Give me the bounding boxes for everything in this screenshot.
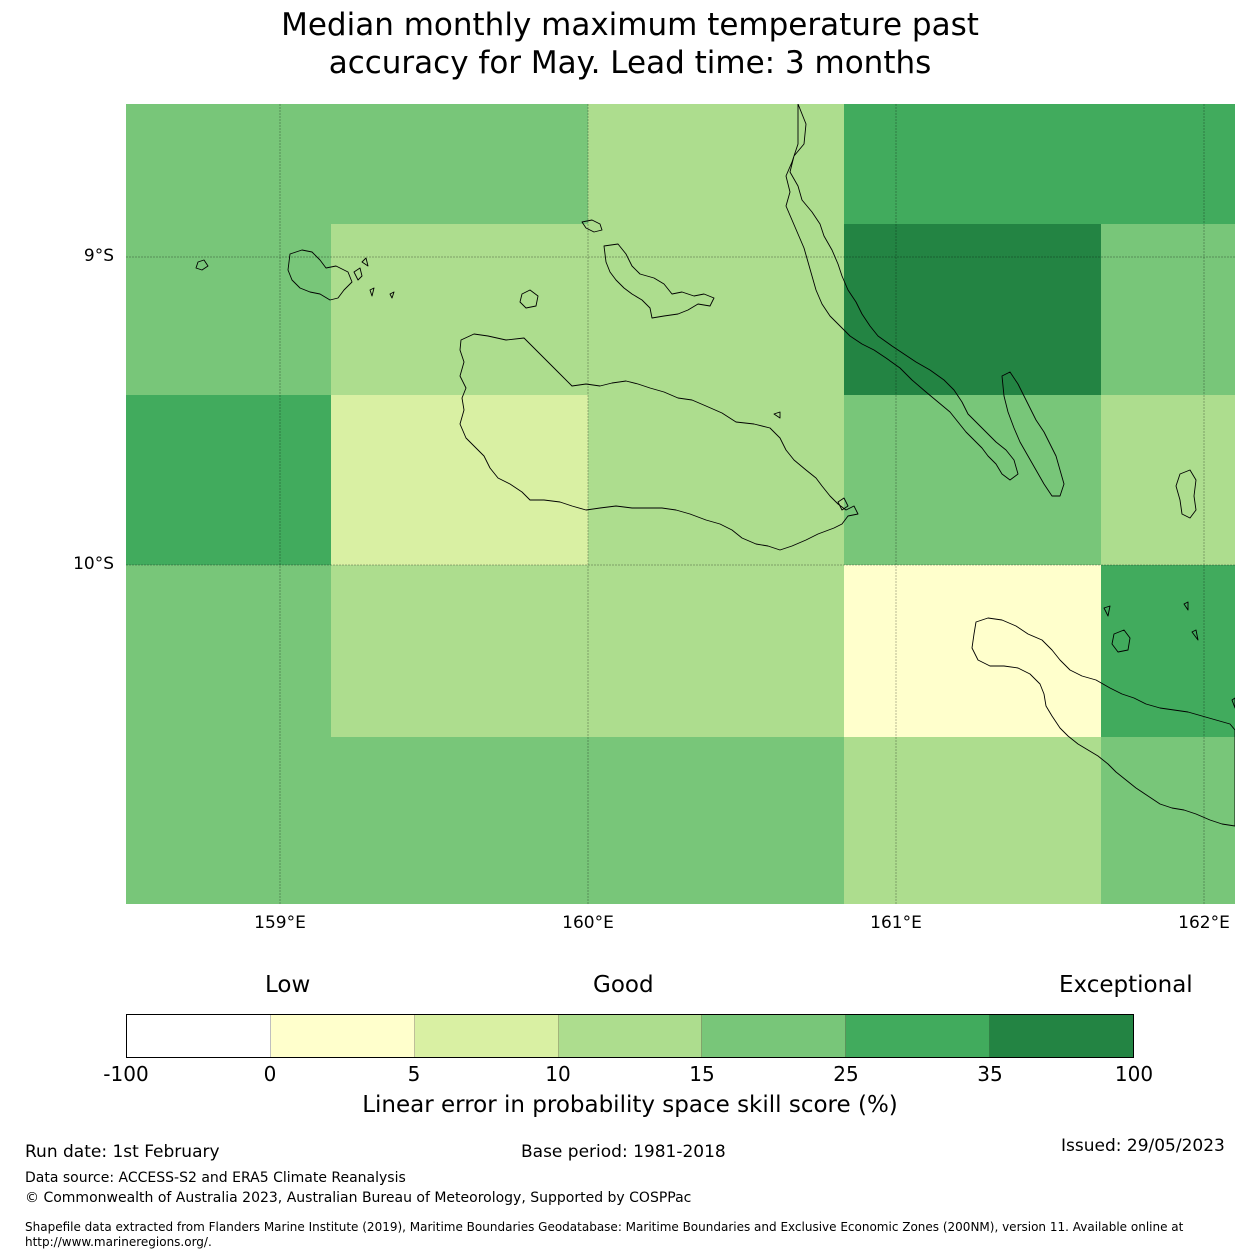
grid-cell xyxy=(844,395,1101,565)
colorbar-label-exceptional: Exceptional xyxy=(1059,972,1193,998)
lon-label-159e: 159°E xyxy=(254,913,306,933)
colorbar-tick-5: 15 xyxy=(689,1062,715,1086)
grid-cell xyxy=(331,395,588,565)
colorbar-segment-2 xyxy=(270,1015,415,1057)
grid-cell xyxy=(1101,395,1235,565)
coastlines xyxy=(195,104,1235,827)
grid-cell xyxy=(126,224,331,395)
colorbar-segment-5 xyxy=(702,1015,847,1057)
coast-makira-island xyxy=(971,617,1235,827)
grid-cell xyxy=(588,737,844,904)
grid-cell xyxy=(588,104,844,224)
grid-cell xyxy=(331,104,588,224)
grid-cell xyxy=(331,737,588,904)
grid-cell xyxy=(1101,104,1235,224)
colorbar-tick-2: 0 xyxy=(263,1062,277,1086)
grid-cells xyxy=(126,104,1235,904)
coast-ulawa-island xyxy=(1175,469,1197,519)
grid-cell xyxy=(588,395,844,565)
run-date: Run date: 1st February xyxy=(25,1142,220,1162)
coast-malaita-west xyxy=(785,104,1019,481)
grid-cell xyxy=(126,737,331,904)
coast-florida-north xyxy=(581,219,603,233)
data-source: Data source: ACCESS-S2 and ERA5 Climate … xyxy=(25,1170,406,1186)
lat-label-10s: 10°S xyxy=(73,554,114,574)
colorbar-segment-7 xyxy=(990,1015,1134,1057)
grid-cell xyxy=(588,224,844,395)
grid-cell xyxy=(331,224,588,395)
grid-cell xyxy=(844,565,1101,737)
coast-small-malaita xyxy=(1001,371,1065,497)
shapefile-credit: Shapefile data extracted from Flanders M… xyxy=(25,1220,1184,1249)
skill-map-svg xyxy=(126,104,1235,904)
colorbar-label-good: Good xyxy=(593,972,654,998)
colorbar-segment-3 xyxy=(414,1015,559,1057)
colorbar-tick-8: 100 xyxy=(1114,1062,1154,1086)
colorbar-tick-7: 35 xyxy=(977,1062,1003,1086)
coast-mborokua-island xyxy=(195,259,209,271)
grid-cell xyxy=(1101,737,1235,904)
copyright-notice: © Commonwealth of Australia 2023, Austra… xyxy=(25,1190,692,1206)
colorbar-segment-1 xyxy=(127,1015,271,1057)
base-period: Base period: 1981-2018 xyxy=(521,1142,726,1162)
grid-cell xyxy=(126,395,331,565)
colorbar-label-low: Low xyxy=(265,972,311,998)
colorbar-tick-1: -100 xyxy=(103,1062,149,1086)
colorbar-tick-3: 5 xyxy=(407,1062,421,1086)
coast-three-sisters xyxy=(1103,601,1199,641)
colorbar-segment-6 xyxy=(846,1015,991,1057)
grid-cell xyxy=(1101,224,1235,395)
coast-marau-tip xyxy=(773,411,849,511)
grid-cell xyxy=(844,224,1101,395)
colorbar-tick-6: 25 xyxy=(833,1062,859,1086)
colorbar xyxy=(126,1014,1134,1058)
skill-map xyxy=(126,104,1235,904)
colorbar-segment-4 xyxy=(558,1015,703,1057)
grid-cell xyxy=(844,104,1101,224)
grid-cell xyxy=(588,565,844,737)
title-line-1: Median monthly maximum temperature past xyxy=(281,7,979,43)
coast-guadalcanal xyxy=(459,333,859,551)
coast-ugi-island xyxy=(1111,629,1131,653)
colorbar-title: Linear error in probability space skill … xyxy=(362,1092,898,1118)
lon-label-161e: 161°E xyxy=(870,913,922,933)
lon-label-160e: 160°E xyxy=(562,913,614,933)
grid-cell xyxy=(126,104,331,224)
title-line-2: accuracy for May. Lead time: 3 months xyxy=(328,45,932,81)
coast-russell-islets xyxy=(353,257,395,299)
coast-santa-ana xyxy=(1231,697,1235,709)
lon-label-162e: 162°E xyxy=(1178,913,1230,933)
coast-florida-islands xyxy=(603,243,715,319)
lat-label-9s: 9°S xyxy=(83,246,114,266)
graticule xyxy=(126,104,1235,904)
colorbar-tick-4: 10 xyxy=(545,1062,571,1086)
coast-savo-island xyxy=(519,289,539,309)
coast-russell-islands xyxy=(287,249,353,301)
grid-cell xyxy=(331,565,588,737)
grid-cell xyxy=(844,737,1101,904)
chart-title: Median monthly maximum temperature past … xyxy=(0,6,1260,82)
issued-date: Issued: 29/05/2023 xyxy=(1061,1136,1225,1156)
grid-cell xyxy=(126,565,331,737)
